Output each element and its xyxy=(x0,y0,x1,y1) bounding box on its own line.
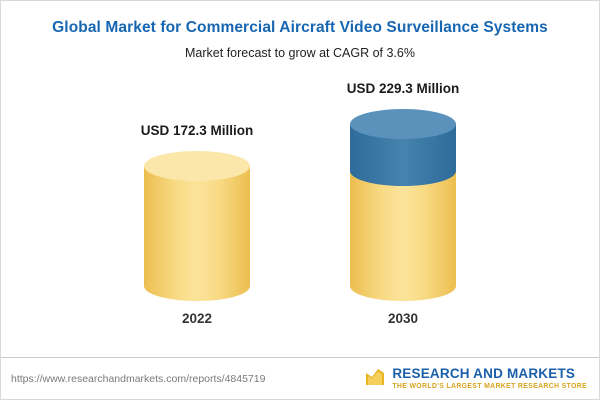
source-url: https://www.researchandmarkets.com/repor… xyxy=(11,372,266,385)
brand-name: RESEARCH AND MARKETS xyxy=(392,365,576,381)
category-label-2030: 2030 xyxy=(387,311,419,326)
page-title: Global Market for Commercial Aircraft Vi… xyxy=(52,19,548,36)
brand-icon xyxy=(364,365,386,392)
value-label-2030: USD 229.3 Million xyxy=(346,81,460,96)
value-label-2022: USD 172.3 Million xyxy=(140,123,254,138)
researchandmarkets-logo: RESEARCH AND MARKETS THE WORLD'S LARGEST… xyxy=(364,365,587,392)
brand-text: RESEARCH AND MARKETS THE WORLD'S LARGEST… xyxy=(392,365,587,391)
category-label-2022: 2022 xyxy=(181,311,213,326)
bar-2030-top-cap xyxy=(350,109,456,139)
bar-group-2030: USD 229.3 Million 2030 xyxy=(328,81,478,326)
bar-2022-cylinder xyxy=(144,151,250,301)
brand-tagline: THE WORLD'S LARGEST MARKET RESEARCH STOR… xyxy=(392,383,587,391)
bar-2022-body xyxy=(144,166,250,301)
page-subtitle: Market forecast to grow at CAGR of 3.6% xyxy=(185,46,415,60)
bar-2030-base-segment xyxy=(350,171,456,301)
bar-group-2022: USD 172.3 Million 2022 xyxy=(122,123,272,326)
bar-2022-top-cap xyxy=(144,151,250,181)
footer: https://www.researchandmarkets.com/repor… xyxy=(1,357,599,399)
bar-2030-cylinder xyxy=(350,109,456,301)
chart-area: USD 172.3 Million 2022 USD 229.3 Million… xyxy=(1,64,599,326)
